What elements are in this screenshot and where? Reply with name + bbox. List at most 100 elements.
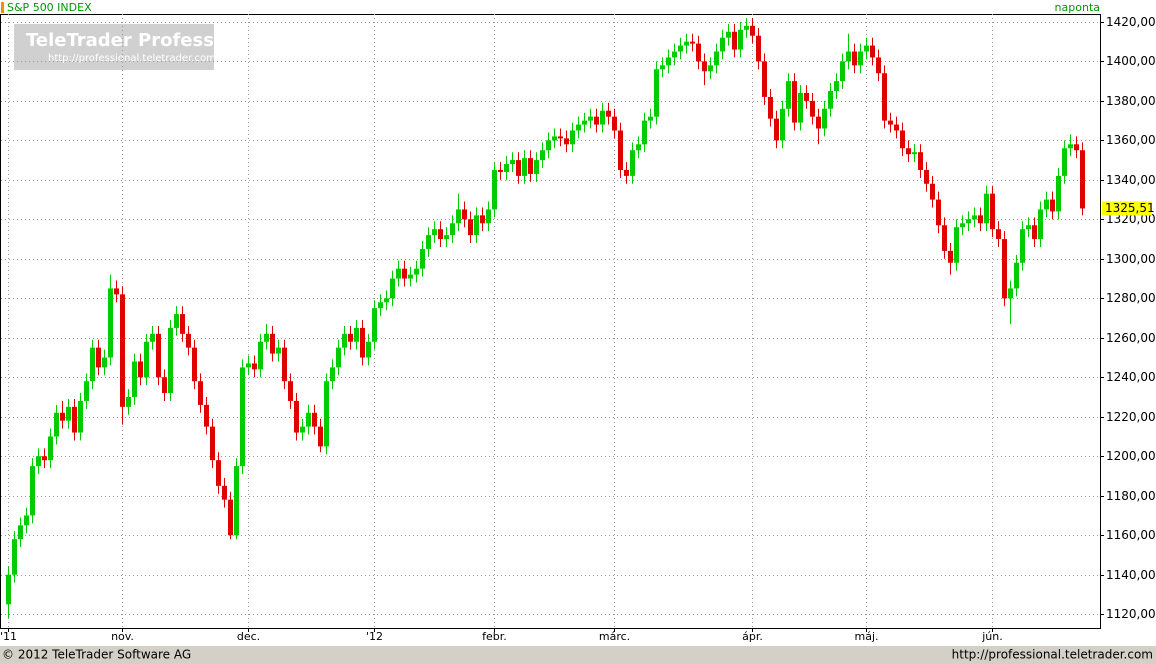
candle-body [186, 333, 191, 348]
candle-body [1062, 148, 1067, 176]
candle-body [732, 31, 737, 50]
candle-body [858, 51, 863, 66]
y-tick-label: 1260,00 [1106, 331, 1156, 345]
candle-body [924, 169, 929, 184]
candle-body [1044, 199, 1049, 210]
candle-body [1068, 144, 1073, 149]
candle-body [372, 308, 377, 342]
candle-body [990, 193, 995, 230]
candle-body [276, 347, 281, 354]
candle-body [30, 466, 35, 516]
candle-body [564, 138, 569, 145]
candle-body [534, 160, 539, 174]
x-tick-label: '12 [366, 630, 383, 643]
candle-body [306, 412, 311, 427]
candle-body [540, 150, 545, 161]
candle-body [816, 116, 821, 129]
title-marker [1, 2, 4, 13]
y-tick-label: 1340,00 [1106, 173, 1156, 187]
candle-body [144, 341, 149, 378]
candle-body [222, 485, 227, 500]
candle-body [336, 347, 341, 368]
candle-body [570, 130, 575, 145]
candle-body [978, 215, 983, 224]
candle-body [504, 164, 509, 172]
candle-body [360, 327, 365, 358]
candle-body [1014, 262, 1019, 289]
candle-body [972, 215, 977, 220]
candle-body [204, 404, 209, 427]
candle-body [624, 169, 629, 176]
candle-body [804, 92, 809, 101]
candle-body [840, 61, 845, 82]
candle-body [420, 248, 425, 269]
watermark-box [14, 24, 214, 70]
candle-body [486, 209, 491, 224]
candle-body [882, 73, 887, 121]
candle-body [174, 314, 179, 328]
candle-body [438, 229, 443, 240]
candle-body [912, 152, 917, 155]
candle-body [846, 51, 851, 62]
x-tick-label: ápr. [742, 630, 763, 643]
candle-body [342, 333, 347, 348]
candle-body [558, 136, 563, 139]
candle-body [852, 51, 857, 66]
candle-body [660, 65, 665, 70]
candle-body [444, 235, 449, 240]
candle-body [240, 367, 245, 467]
candle-body [414, 268, 419, 275]
candle-body [378, 302, 383, 309]
candle-body [1080, 150, 1085, 209]
candle-body [798, 92, 803, 123]
candles [6, 17, 1085, 619]
candle-body [744, 25, 749, 30]
y-tick-label: 1140,00 [1106, 568, 1156, 582]
candle-body [894, 124, 899, 131]
x-tick-label: '11 [0, 630, 17, 643]
candle-body [954, 227, 959, 263]
candle-body [870, 45, 875, 58]
candle-body [492, 169, 497, 210]
candle-body [588, 116, 593, 121]
candle-body [714, 51, 719, 66]
candle-body [48, 436, 53, 461]
candle-body [648, 116, 653, 121]
candle-body [708, 65, 713, 72]
candle-body [324, 381, 329, 447]
candle-body [390, 278, 395, 299]
y-tick-label: 1380,00 [1106, 94, 1156, 108]
x-tick-label: febr. [482, 630, 507, 643]
candle-body [654, 69, 659, 117]
candle-body [864, 45, 869, 52]
candle-body [1002, 239, 1007, 299]
candle-body [768, 96, 773, 119]
candle-body [114, 288, 119, 295]
candle-body [960, 223, 965, 228]
candle-body [402, 268, 407, 279]
candle-body [12, 539, 17, 575]
candle-body [354, 327, 359, 342]
candle-body [60, 412, 65, 421]
candle-body [318, 426, 323, 447]
candle-body [72, 406, 77, 433]
candle-body [330, 367, 335, 382]
candle-body [792, 81, 797, 123]
candle-body [630, 150, 635, 176]
candle-body [672, 51, 677, 58]
y-tick-label: 1180,00 [1106, 489, 1156, 503]
candle-body [408, 274, 413, 279]
candle-body [834, 81, 839, 91]
candle-body [696, 43, 701, 62]
candle-body [948, 250, 953, 263]
candle-body [942, 225, 947, 251]
candle-body [582, 120, 587, 125]
candle-body [6, 574, 11, 605]
candle-body [1038, 209, 1043, 240]
candle-body [234, 466, 239, 536]
candle-body [702, 61, 707, 72]
candle-body [888, 120, 893, 125]
candle-body [396, 268, 401, 279]
